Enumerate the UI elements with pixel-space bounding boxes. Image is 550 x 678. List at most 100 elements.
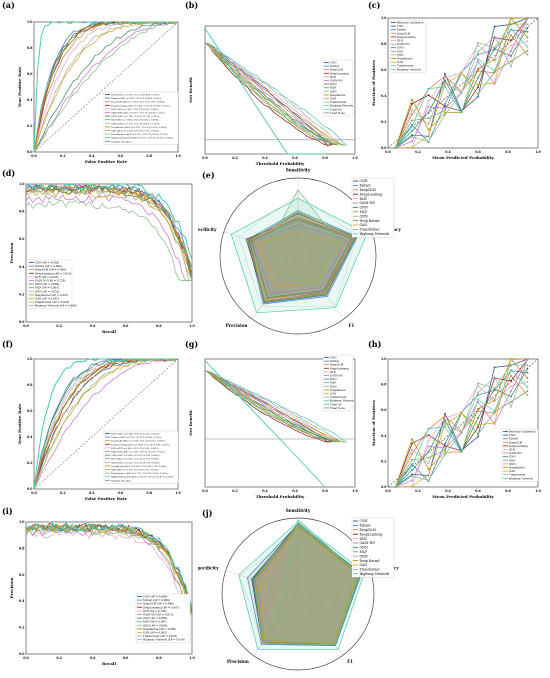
x-tick-label: 0.6 [292, 489, 298, 493]
y-tick-label: 0.0 [19, 652, 25, 656]
series-point-gan [477, 83, 479, 86]
legend-label: Tabnet (AP = 0.908) [143, 598, 170, 602]
series-point-gan [493, 82, 496, 84]
y-tick-label: 0.6 [27, 72, 33, 76]
series-point-tabnet [526, 31, 529, 33]
x-tick-label: 0.0 [31, 154, 37, 158]
y-axis-label: Fraction of Positives [371, 399, 376, 446]
legend-label: DeepLearning [360, 532, 383, 536]
series-point-deepkernel [444, 451, 446, 454]
series-point-dlr [427, 439, 430, 442]
series-point-highwaynetwork [411, 464, 413, 467]
legend-label: MLP [509, 458, 515, 462]
x-tick-label: 0.6 [118, 491, 124, 495]
legend-label: Perfectly Calibrated [397, 21, 424, 25]
series-point-gan [493, 422, 496, 424]
series-point-gan [460, 72, 463, 75]
panel-h-calibration: (h) 0.0 0.2 0.4 0.6 0.8 1.0 0.0 0.2 0.4 0.6 0.8 1.0 M… [368, 339, 542, 499]
series-point-deeplearning [510, 39, 512, 42]
series-point-deeplearning [477, 86, 479, 89]
y-axis-label: Net Benefit [188, 77, 193, 103]
legend-label: DeepLearning (AUC = 0.865, 95% CI (0.823… [111, 104, 170, 107]
x-tick-label: 0.8 [146, 154, 152, 158]
y-tick-label: 1.0 [381, 16, 387, 20]
series-point-transformer [526, 364, 529, 366]
series-line-transformer [25, 200, 192, 281]
y-tick-label: 0.8 [19, 546, 25, 550]
legend-label: GAIN-NN [509, 451, 522, 455]
legend-label: MLP (AP = 0.903) [35, 286, 59, 290]
x-tick-label: 1.0 [189, 656, 195, 660]
series-line-gain-nn [204, 42, 337, 146]
x-tick-label: 0.4 [89, 491, 95, 495]
series-point-deepkernel [493, 399, 496, 402]
legend-label: DeepGLM (AP = 0.889) [35, 268, 66, 272]
y-tick-label: 0.6 [19, 573, 25, 577]
series-point-deepkernel [411, 438, 413, 441]
x-tick-label: 0.0 [385, 489, 391, 493]
series-point-qnn [427, 462, 430, 465]
series-point-deepkernel [477, 407, 479, 410]
series-point-cnn [477, 95, 479, 98]
radar-series-gnn [250, 219, 352, 298]
legend-label: GNN [360, 546, 368, 550]
series-line-gain-nn [33, 358, 179, 490]
radar-axis-label: Specificity [198, 227, 217, 232]
series-line-cnn [204, 42, 329, 147]
legend-label: Deep Kernel [360, 219, 380, 223]
series-point-highwaynetwork [460, 111, 463, 114]
y-tick-label: 0.0 [381, 146, 387, 150]
series-point-transformer [493, 387, 496, 390]
y-tick-label: 0.8 [381, 42, 387, 46]
legend-box [103, 430, 179, 484]
series-point-deeplearning [444, 105, 446, 108]
radar-axis-label: Sensitivity [286, 168, 311, 173]
x-tick-label: 0.8 [156, 656, 162, 660]
series-point-deeplearning [411, 442, 413, 445]
y-axis-label: Precision [9, 577, 14, 598]
y-tick-label: 1.0 [381, 357, 387, 361]
series-point-transformer [526, 23, 529, 26]
legend-label: GAIN-NN (AP = 0.728) [35, 279, 65, 283]
y-tick-label: 0.2 [381, 120, 387, 124]
legend-box [351, 517, 395, 578]
radar-series-gan [256, 232, 342, 288]
y-tick-label: 0.2 [27, 124, 33, 128]
series-point-gan [411, 146, 413, 149]
legend-label: Transformer [330, 395, 347, 399]
series-point-dlr [510, 44, 512, 47]
legend-label: GNN (AUC = 0.848, 95% CI (0.694, 0.884)) [111, 454, 160, 457]
y-tick-label: 0.4 [19, 599, 25, 603]
x-tick-label: 1.0 [535, 150, 541, 154]
series-line-random [33, 21, 179, 153]
legend-label: Highway Network [330, 399, 354, 403]
series-point-highwaynetwork [510, 369, 512, 371]
series-point-dlr [510, 385, 512, 388]
legend-label: MLP [360, 550, 368, 554]
x-tick-label: 1.0 [175, 154, 181, 158]
series-point-gnn [411, 129, 413, 132]
series-point-dlr [427, 100, 430, 102]
series-line-gnn [25, 185, 193, 281]
legend-label: DeepGLM (AP = 0.880) [143, 602, 174, 606]
series-line-treatall [204, 360, 326, 488]
y-tick-label: 0.6 [27, 409, 33, 413]
x-tick-label: 0.8 [322, 156, 328, 160]
series-line-transformer [33, 358, 179, 490]
series-line-gan [204, 370, 345, 443]
radar-axis-label: Precision [227, 659, 249, 664]
y-tick-label: 0.6 [19, 237, 25, 241]
panel-d-pr: (d) 0.0 0.2 0.4 0.6 0.8 1.0 0.0 0.2 0.4 0.6 0.8 1.0 R… [2, 168, 196, 334]
x-axis-label: Threshold Probability [256, 161, 305, 166]
series-point-transformer [477, 41, 479, 44]
y-tick-label: 0.0 [19, 320, 25, 324]
series-point-deepkernel [427, 128, 430, 131]
series-point-transformer [460, 432, 463, 434]
series-point-gan [460, 412, 463, 415]
series-point-deeplearning [427, 434, 430, 436]
series-point-deepglm [411, 113, 413, 116]
series-point-gain-nn [427, 105, 430, 108]
y-axis-label: Fraction of Positives [371, 59, 376, 106]
series-point-gnn [477, 76, 479, 79]
legend-box [27, 259, 73, 309]
